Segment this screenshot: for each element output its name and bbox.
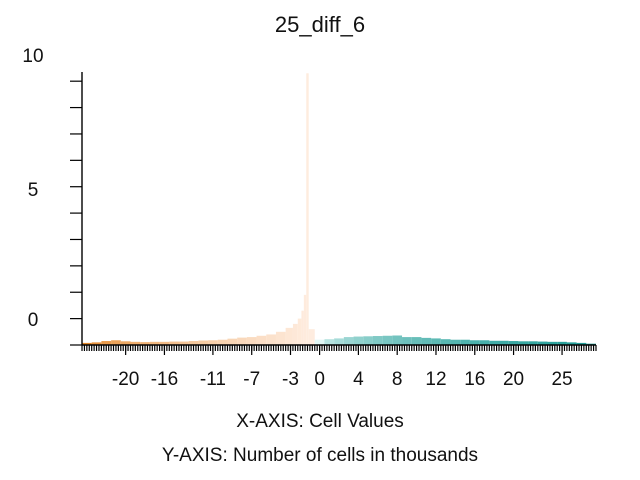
histogram-bar — [363, 336, 373, 345]
histogram-bar — [518, 341, 529, 345]
y-axis-label: Y-AXIS: Number of cells in thousands — [162, 445, 478, 466]
histogram-bar — [372, 336, 383, 345]
histogram-bar — [297, 318, 302, 345]
histogram-bar — [411, 337, 422, 345]
histogram-bar — [292, 323, 298, 345]
histogram-bar — [306, 73, 309, 346]
x-tick-label: 16 — [464, 369, 485, 390]
x-tick-label: 25 — [551, 369, 572, 390]
x-tick-label: 12 — [425, 369, 446, 390]
histogram-bar — [566, 342, 577, 345]
histogram-bar — [382, 335, 393, 345]
histogram-bar — [130, 341, 141, 345]
y-tick-label: 0 — [28, 310, 39, 331]
histogram-bar — [528, 341, 538, 345]
histogram-bar — [256, 335, 267, 345]
x-axis-label: X-AXIS: Cell Values — [236, 411, 404, 432]
chart-title: 25_diff_6 — [275, 12, 365, 37]
histogram-bar — [188, 341, 199, 345]
histogram-bar — [178, 341, 189, 345]
histogram-bar — [334, 338, 344, 345]
histogram-bar — [489, 340, 500, 345]
histogram-bar — [537, 341, 548, 345]
histogram-bar — [159, 341, 170, 345]
histogram-bar — [285, 327, 293, 345]
histogram-bar — [353, 336, 364, 345]
histogram-bar — [508, 341, 519, 345]
x-tick-label: 20 — [503, 369, 524, 390]
histogram-bar — [101, 341, 112, 345]
histogram-bar — [547, 341, 558, 345]
histogram-bar — [246, 337, 257, 345]
histogram-bar — [303, 294, 307, 345]
histogram-bar — [324, 339, 335, 345]
x-tick-label: 4 — [353, 369, 364, 390]
histogram-bar — [217, 339, 228, 345]
histogram-bar — [469, 340, 480, 345]
histogram-bar — [402, 337, 412, 345]
histogram-bar — [208, 340, 218, 345]
histogram-bar — [149, 341, 160, 345]
x-tick-label: -3 — [282, 369, 299, 390]
y-tick-label: 5 — [28, 180, 39, 201]
histogram-bar — [421, 337, 432, 345]
histogram-bar — [450, 339, 461, 345]
x-tick-label: 8 — [392, 369, 403, 390]
x-tick-label: -20 — [112, 369, 139, 390]
histogram-bar — [301, 310, 304, 345]
histogram-bar — [343, 337, 354, 345]
histogram-bar — [557, 341, 567, 345]
histogram-bar — [169, 341, 179, 345]
x-tick-label: -16 — [151, 369, 178, 390]
histogram-bar — [198, 340, 209, 345]
histogram-bar — [140, 342, 150, 345]
histogram-bar — [266, 334, 276, 345]
histogram-bar — [308, 329, 315, 345]
y-axis: 0 5 10 — [22, 46, 83, 346]
histogram-bar — [227, 338, 238, 345]
histogram-bar — [314, 339, 325, 345]
histogram-bar — [460, 339, 470, 345]
y-tick-label: 10 — [22, 46, 43, 67]
histogram-bar — [479, 340, 490, 345]
histogram-bar — [237, 337, 247, 345]
x-tick-label: -11 — [200, 369, 226, 390]
histogram-bar — [431, 338, 441, 345]
histogram-bars — [82, 73, 596, 346]
x-tick-label: -7 — [243, 369, 260, 390]
histogram-bar — [111, 340, 121, 345]
x-tick-label: 0 — [314, 369, 325, 390]
x-axis: -20 -16 -11 -7 -3 0 4 8 12 16 20 25 — [81, 344, 597, 390]
histogram-bar — [91, 342, 102, 345]
histogram-bar — [499, 340, 509, 345]
histogram-bar — [440, 339, 451, 345]
histogram-bar — [275, 331, 286, 345]
histogram-bar — [120, 341, 131, 345]
histogram-bar — [392, 335, 403, 345]
histogram-bar — [82, 342, 92, 345]
histogram-bar — [576, 342, 587, 345]
